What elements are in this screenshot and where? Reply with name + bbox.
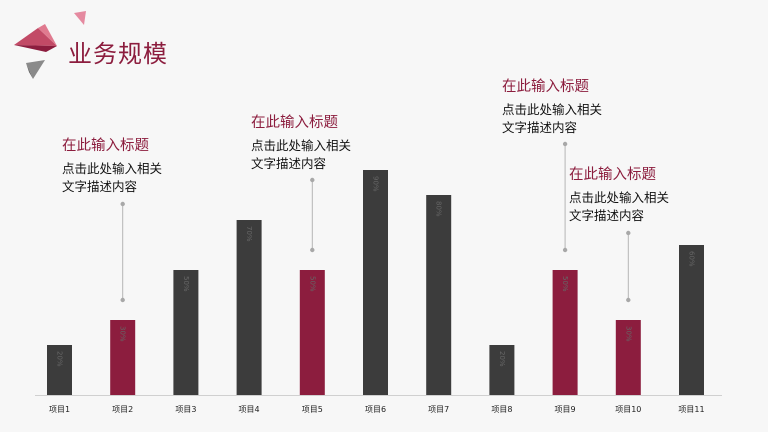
callout-connector-dot [626,297,631,303]
bar-value-label: 20% [56,351,64,367]
bar-value-label: 30% [119,326,127,342]
callout-4: 在此输入标题 点击此处输入相关 文字描述内容 [569,165,669,225]
x-tick-label: 项目9 [555,405,576,414]
bar-value-label: 70% [245,226,253,242]
bar-10 [615,320,641,395]
bar-3 [173,270,199,395]
x-tick-label: 项目10 [615,405,641,414]
callout-body-line1: 点击此处输入相关 [251,138,352,153]
bar-9 [552,270,578,395]
callout-connector-dot [562,247,568,253]
bar-value-label: 60% [688,251,696,267]
x-tick-label: 项目1 [49,405,70,414]
callout-body-line2: 文字描述内容 [502,120,578,135]
bar-value-label: 20% [498,351,506,367]
bar-value-label: 50% [308,276,316,292]
x-tick-label: 项目5 [302,405,323,414]
bar-value-label: 90% [372,176,380,192]
callout-connector-dot [626,230,631,236]
page-title: 业务规模 [68,40,168,68]
bar-value-label: 80% [435,201,443,217]
triangle-logo-icon [14,11,86,79]
x-tick-label: 项目3 [175,405,196,414]
bar-value-label: 30% [624,326,632,342]
callout-connector-dot [120,297,125,303]
x-tick-label: 项目7 [428,405,449,414]
callout-connector-dot [120,201,125,207]
bar-11 [679,245,704,395]
bar-7 [426,195,452,395]
callout-2: 在此输入标题 点击此处输入相关 文字描述内容 [251,113,351,173]
callout-title: 在此输入标题 [502,79,589,95]
bar-value-label: 50% [182,276,190,292]
callout-1: 在此输入标题 点击此处输入相关 文字描述内容 [62,136,162,196]
bar-4 [236,220,262,395]
x-tick-label: 项目6 [365,405,386,414]
callout-connector-dot [310,247,315,253]
callout-body-line1: 点击此处输入相关 [62,161,163,176]
callout-connector-dot [310,177,315,183]
callout-title: 在此输入标题 [62,138,149,154]
bar-value-label: 50% [561,276,569,292]
bar-1 [47,345,72,395]
callout-connector-dot [562,141,568,147]
callout-body-line1: 点击此处输入相关 [502,102,603,117]
callout-body-line2: 文字描述内容 [569,208,645,223]
bar-5 [299,270,325,395]
callout-title: 在此输入标题 [251,115,338,131]
bar-2 [110,320,136,395]
x-tick-label: 项目11 [678,405,704,414]
callout-body-line2: 文字描述内容 [62,179,138,194]
x-tick-label: 项目2 [112,405,133,414]
callout-body-line2: 文字描述内容 [251,156,327,171]
x-tick-label: 项目8 [491,405,512,414]
callout-3: 在此输入标题 点击此处输入相关 文字描述内容 [502,77,602,137]
callout-body-line1: 点击此处输入相关 [569,190,670,205]
callout-title: 在此输入标题 [569,167,656,183]
x-tick-label: 项目4 [239,405,260,414]
bar-8 [489,345,515,395]
bar-6 [363,170,388,395]
